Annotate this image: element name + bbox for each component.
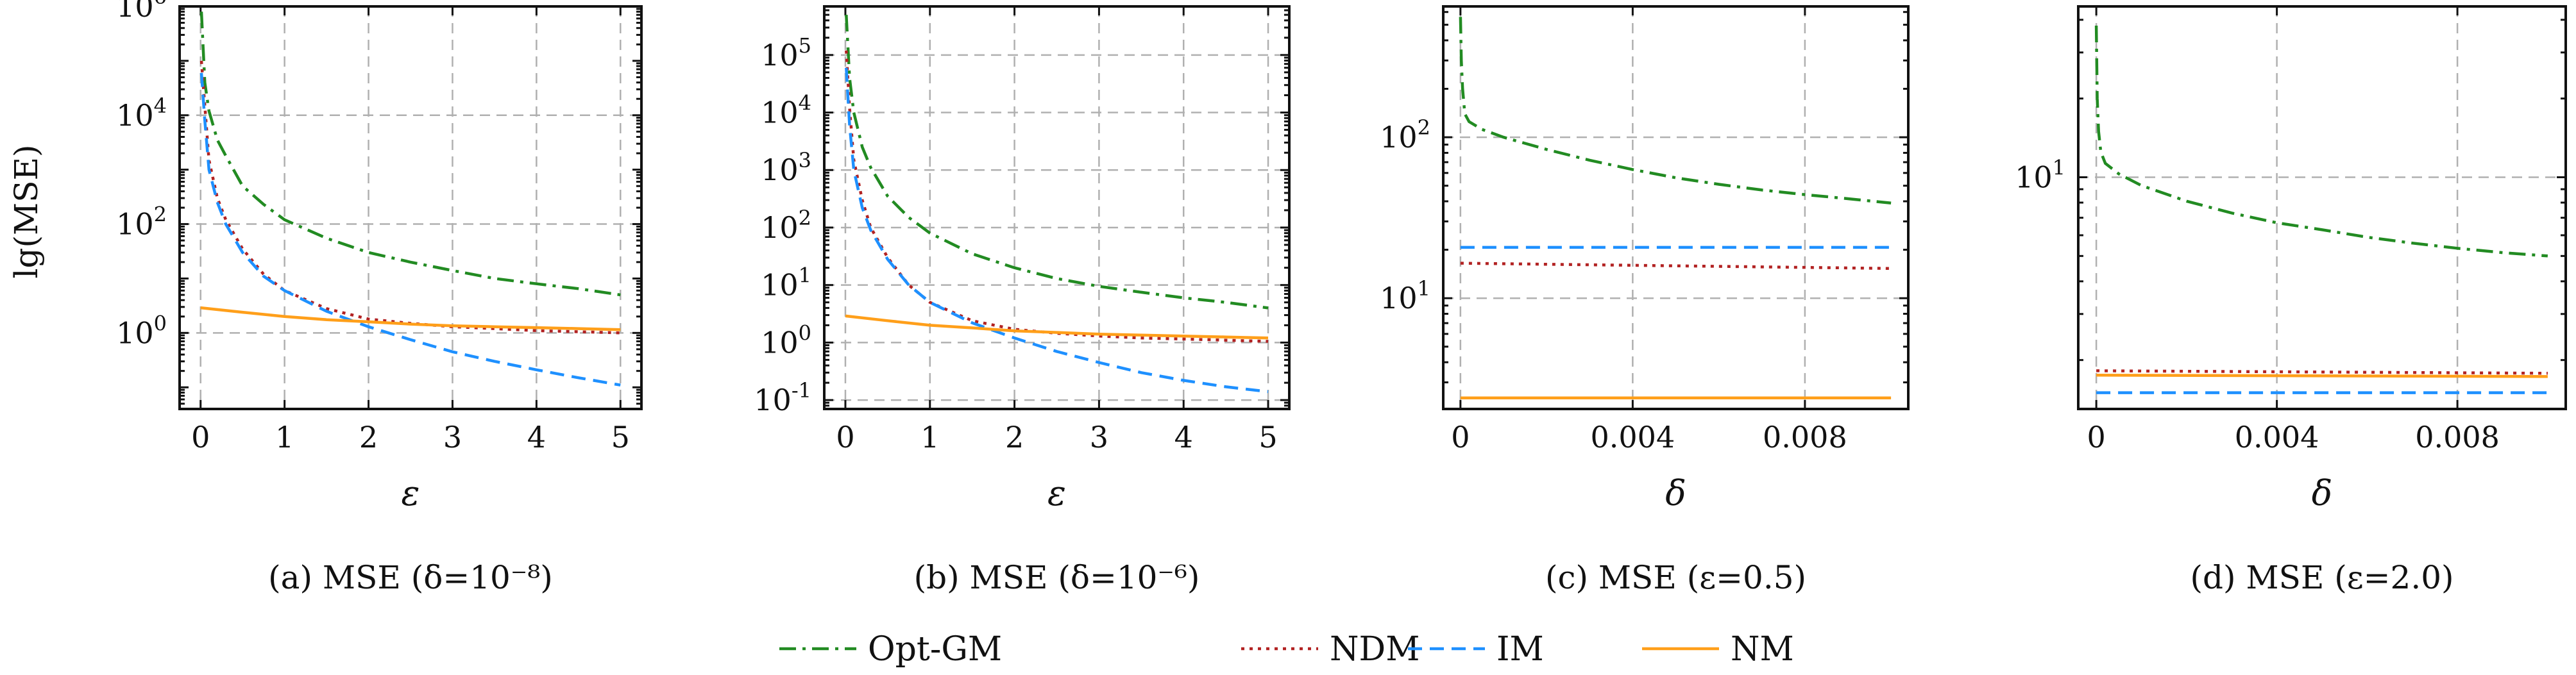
y-tick-label: 104	[116, 94, 167, 133]
x-axis-label: δ	[1665, 473, 1686, 513]
x-tick-label: 0.004	[1591, 420, 1675, 454]
series-group	[1459, 17, 1892, 400]
y-tick-label: 100	[116, 311, 167, 350]
x-tick-label: 2	[359, 420, 378, 454]
x-tick-label: 2	[1005, 420, 1024, 454]
x-tick-label: 0	[191, 420, 210, 454]
x-tick-label: 0.004	[2235, 420, 2319, 454]
plot-frame	[1442, 5, 1910, 410]
legend-item-ndm: NDM	[1241, 630, 1419, 669]
x-axis-label: δ	[2312, 473, 2333, 513]
legend-label: NDM	[1330, 630, 1419, 669]
y-tick-label: 102	[1380, 115, 1430, 154]
panel-caption: (a) MSE (δ=10⁻⁸)	[268, 559, 553, 596]
panel-1: 0 1 2 3 4 5 100 102 104 106 ε (a) MSE (δ=10⁻⁸)	[116, 0, 643, 596]
series-line-im	[199, 72, 621, 387]
series-line-opt-gm	[845, 14, 1269, 310]
x-tick-label: 1	[920, 420, 939, 454]
x-tick-label: 1	[275, 420, 294, 454]
x-tick-label: 5	[611, 420, 630, 454]
legend: Opt-GM NDM IM NM	[779, 630, 1794, 669]
series-line-opt-gm	[1459, 17, 1892, 205]
y-tick-label: 100	[761, 321, 811, 360]
panel-4: 0 0.004 0.008 101 δ (d) MSE (ε=2.0)	[2015, 5, 2567, 596]
y-tick-label: 103	[761, 148, 811, 187]
y-tick-label: 101	[1380, 276, 1430, 315]
x-tick-label: 0	[836, 420, 854, 454]
y-tick-label: 102	[761, 206, 811, 245]
x-tick-label: 0.008	[2415, 420, 2500, 454]
series-group	[845, 14, 1269, 394]
series-group	[2094, 25, 2548, 394]
panel-2: 0 1 2 3 4 5 10-1 100 101 102 103 104 105 ε (b) MSE (δ=…	[754, 5, 1291, 596]
x-tick-label: 0	[1451, 420, 1470, 454]
x-tick-label: 4	[1174, 420, 1193, 454]
legend-label: NM	[1731, 630, 1794, 669]
y-tick-label: 105	[761, 33, 811, 72]
y-tick-label: 106	[116, 0, 167, 24]
panel-3: 0 0.004 0.008 101 102 δ (c) MSE (ε=0.5)	[1380, 5, 1910, 596]
series-line-opt-gm	[2094, 25, 2548, 258]
series-line-ndm	[2096, 369, 2548, 375]
y-tick-label: 101	[2015, 156, 2065, 195]
x-axis-label: ε	[402, 473, 420, 513]
y-tick-label: 102	[116, 203, 167, 242]
y-tick-label: 101	[761, 263, 811, 303]
x-tick-label: 4	[527, 420, 546, 454]
series-line-opt-gm	[199, 12, 621, 297]
plot-frame	[178, 5, 643, 410]
series-line-ndm	[845, 50, 1269, 343]
panel-caption: (c) MSE (ε=0.5)	[1545, 559, 1806, 596]
legend-item-opt-gm: Opt-GM	[779, 630, 1002, 669]
y-tick-label: 104	[761, 91, 811, 130]
x-tick-label: 3	[443, 420, 462, 454]
y-tick-label: 10-1	[754, 378, 811, 417]
series-line-ndm	[199, 60, 621, 335]
series-line-nm	[845, 314, 1269, 340]
x-axis-label: ε	[1047, 473, 1066, 513]
x-tick-label: 0.008	[1763, 420, 1847, 454]
x-tick-label: 5	[1258, 420, 1277, 454]
series-group	[199, 12, 621, 387]
legend-label: IM	[1496, 630, 1544, 669]
x-tick-label: 0	[2087, 420, 2106, 454]
series-line-nm	[2096, 374, 2548, 378]
legend-item-im: IM	[1408, 630, 1544, 669]
chart-panels: 0 1 2 3 4 5 100 102 104 106 ε (a) MSE (δ=10⁻⁸) 0 1 2 3 4…	[116, 0, 2567, 596]
plot-frame	[823, 5, 1291, 410]
x-tick-label: 3	[1090, 420, 1108, 454]
series-line-nm	[200, 306, 621, 331]
series-line-im	[845, 67, 1269, 394]
plot-frame	[2077, 5, 2567, 410]
y-axis-label: lg(MSE)	[8, 145, 45, 279]
legend-label: Opt-GM	[868, 630, 1002, 669]
panel-caption: (d) MSE (ε=2.0)	[2190, 559, 2453, 596]
panel-caption: (b) MSE (δ=10⁻⁶)	[914, 559, 1200, 596]
series-line-ndm	[1460, 262, 1892, 271]
legend-item-nm: NM	[1642, 630, 1794, 669]
